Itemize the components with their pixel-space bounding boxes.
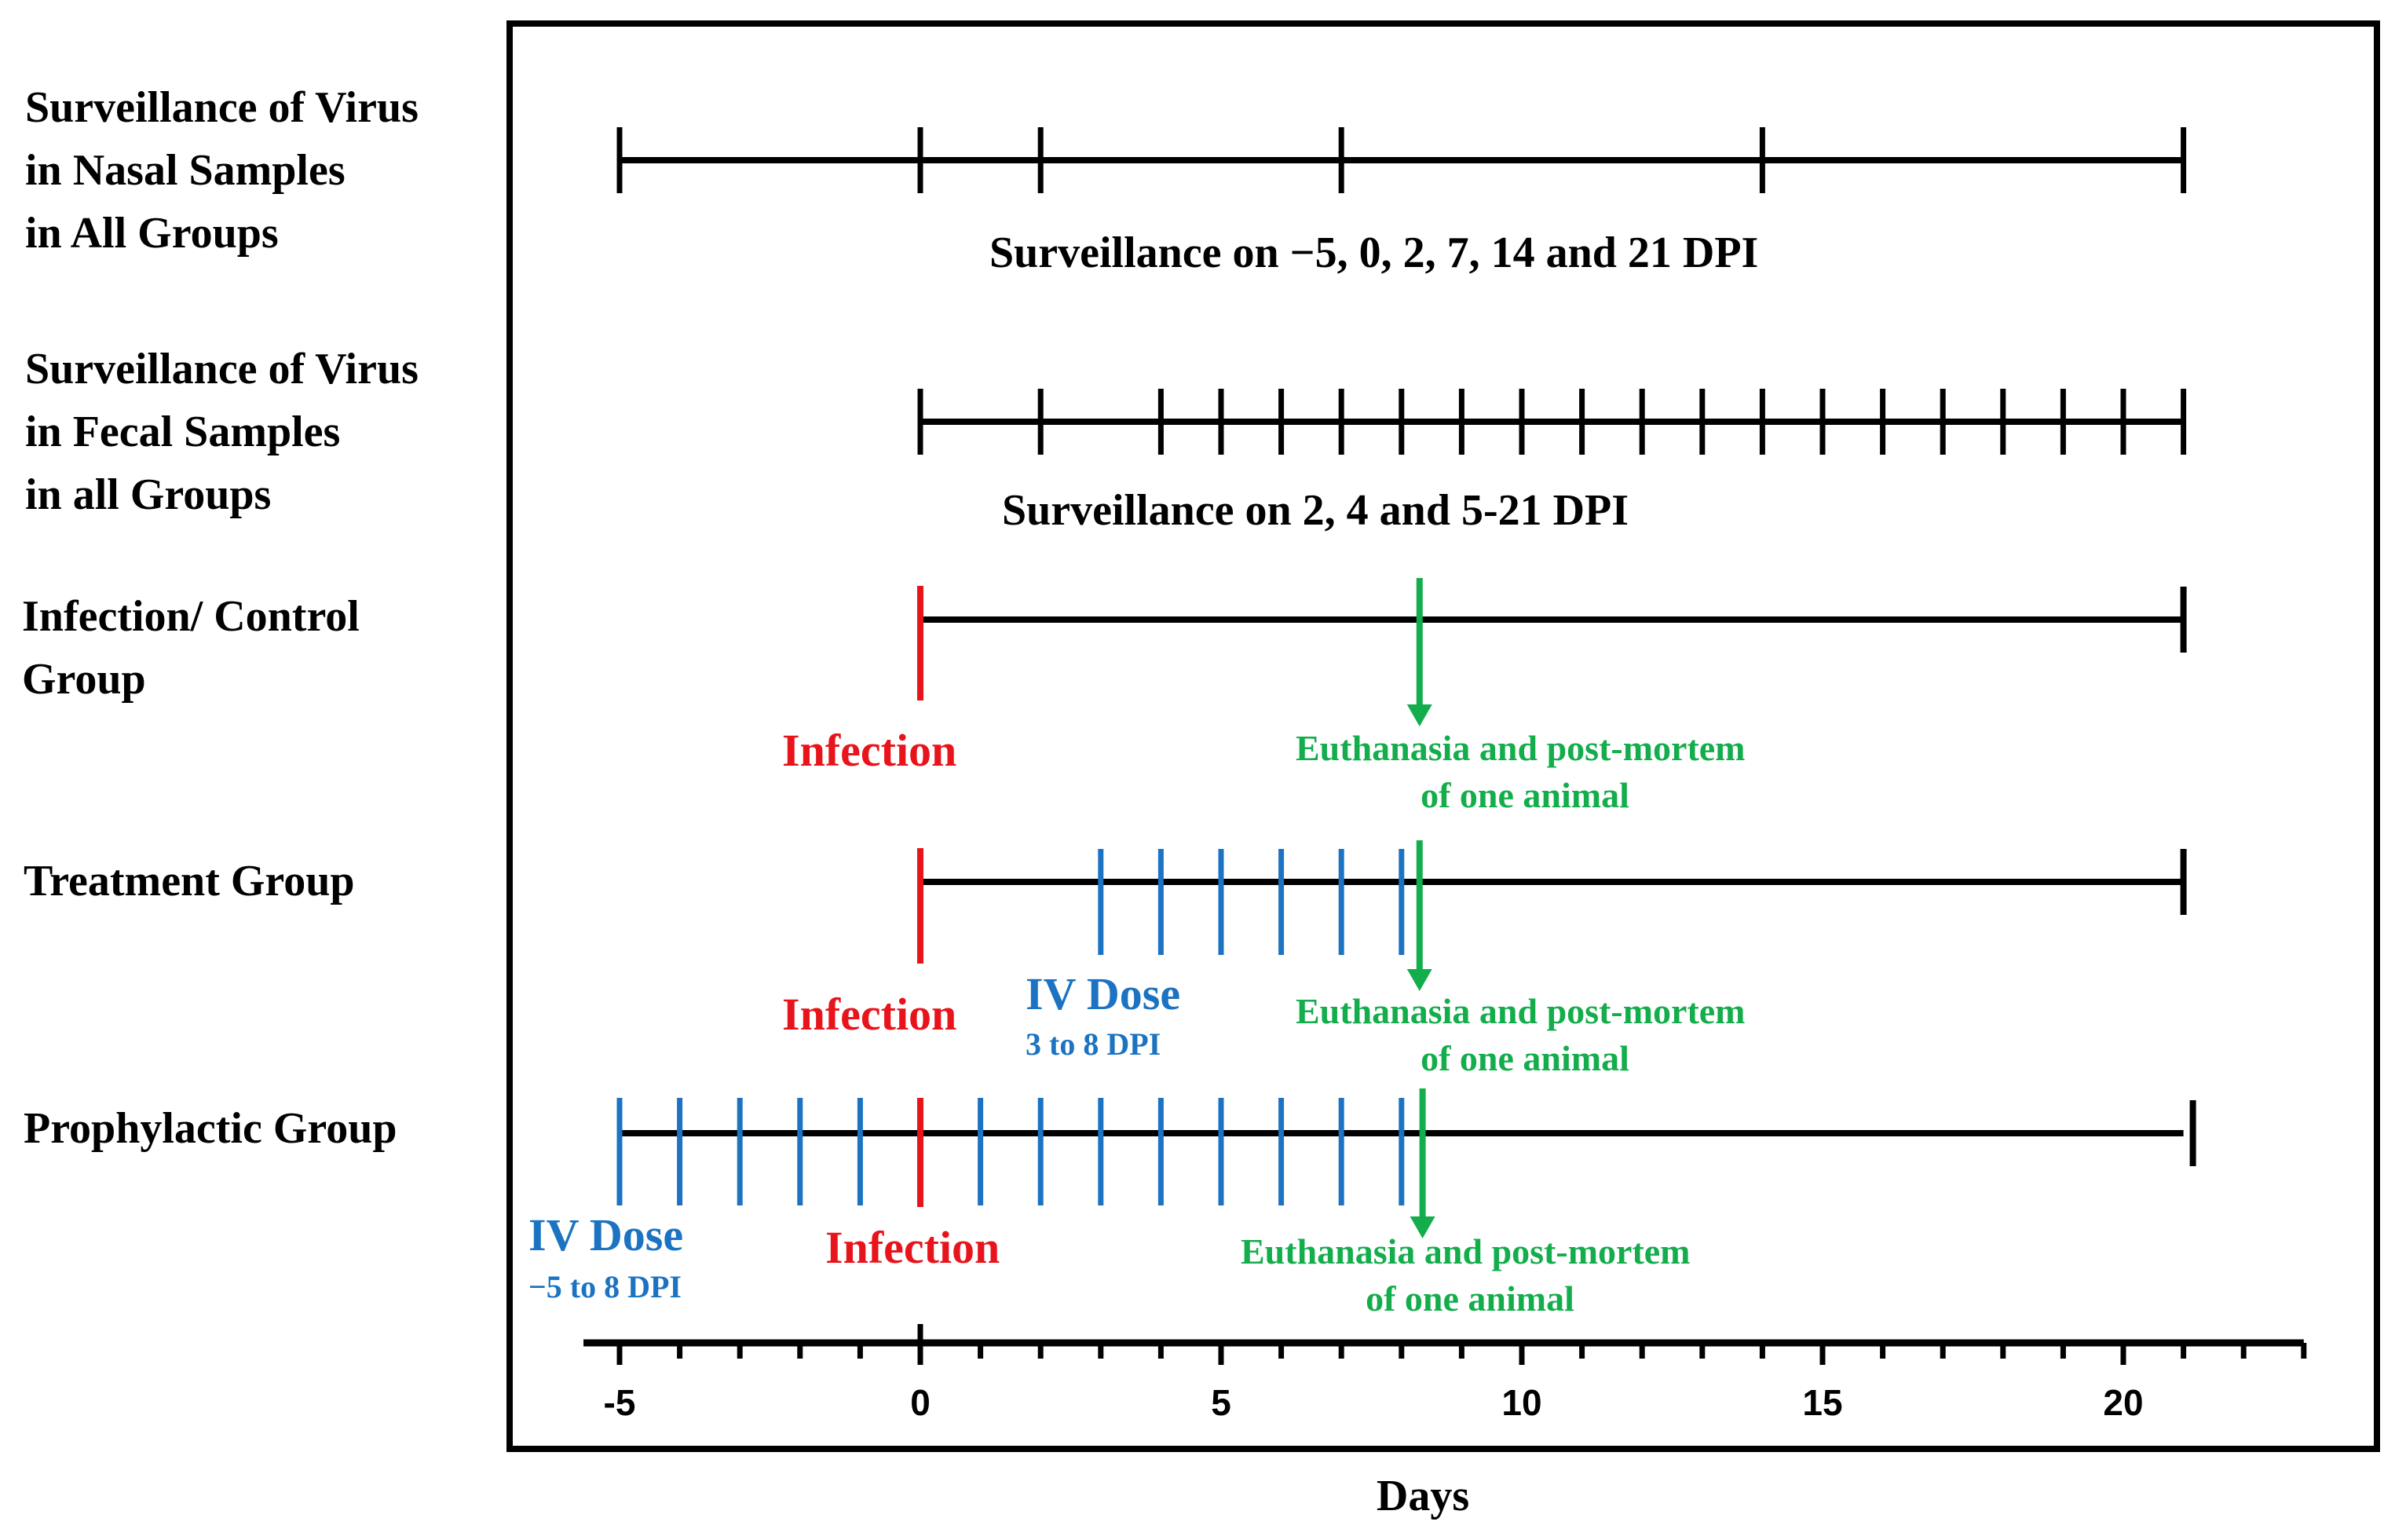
row-label-prophylactic: Prophylactic Group [24,1104,397,1153]
days-axis-tick-label-0: 0 [910,1382,931,1423]
treatment-timeline [917,840,2187,991]
euthanasia-label-prophylactic: Euthanasia and post-mortem of one animal [1241,1231,1699,1319]
days-axis: -5 0 5 10 15 20 [583,1324,2307,1423]
days-axis-tick-label-5: 5 [1211,1382,1231,1423]
iv-dose-label-treatment: IV Dose [1026,968,1180,1019]
days-axis-tick-label-15: 15 [1802,1382,1842,1423]
euthanasia-label-control: Euthanasia and post-mortem of one animal [1296,728,1754,815]
infection-label-control: Infection [782,725,956,776]
treatment-euthanasia-arrow-head [1406,969,1432,991]
days-axis-tick-label--5: -5 [604,1382,636,1423]
infection-label-treatment: Infection [782,989,956,1040]
iv-dose-sub-treatment: 3 to 8 DPI [1026,1026,1161,1062]
nasal-surveillance-timeline [616,127,2187,193]
days-axis-tick-label-20: 20 [2103,1382,2143,1423]
prophylactic-timeline [616,1088,2196,1238]
nasal-surveillance-caption: Surveillance on −5, 0, 2, 7, 14 and 21 D… [989,229,1758,277]
iv-dose-label-prophylactic: IV Dose [528,1209,683,1260]
euthanasia-label-treatment: Euthanasia and post-mortem of one animal [1296,991,1754,1078]
diagram-frame [506,20,2380,1452]
row-label-nasal: Surveillance of Virus in Nasal Samples i… [25,83,430,258]
row-label-fecal: Surveillance of Virus in Fecal Samples i… [25,345,430,519]
infection-control-timeline [917,578,2187,726]
row-label-treatment: Treatment Group [24,857,355,905]
iv-dose-sub-prophylactic: −5 to 8 DPI [528,1269,682,1304]
row-label-infection-control: Infection/ Control Group [22,592,371,704]
fecal-surveillance-timeline [917,389,2187,455]
fecal-surveillance-caption: Surveillance on 2, 4 and 5-21 DPI [1002,486,1629,535]
infection-label-prophylactic: Infection [825,1222,1000,1273]
days-axis-tick-label-10: 10 [1501,1382,1541,1423]
prophylactic-euthanasia-arrow-head [1410,1216,1435,1238]
control-euthanasia-arrow-head [1406,704,1432,726]
days-axis-title: Days [1377,1472,1469,1520]
